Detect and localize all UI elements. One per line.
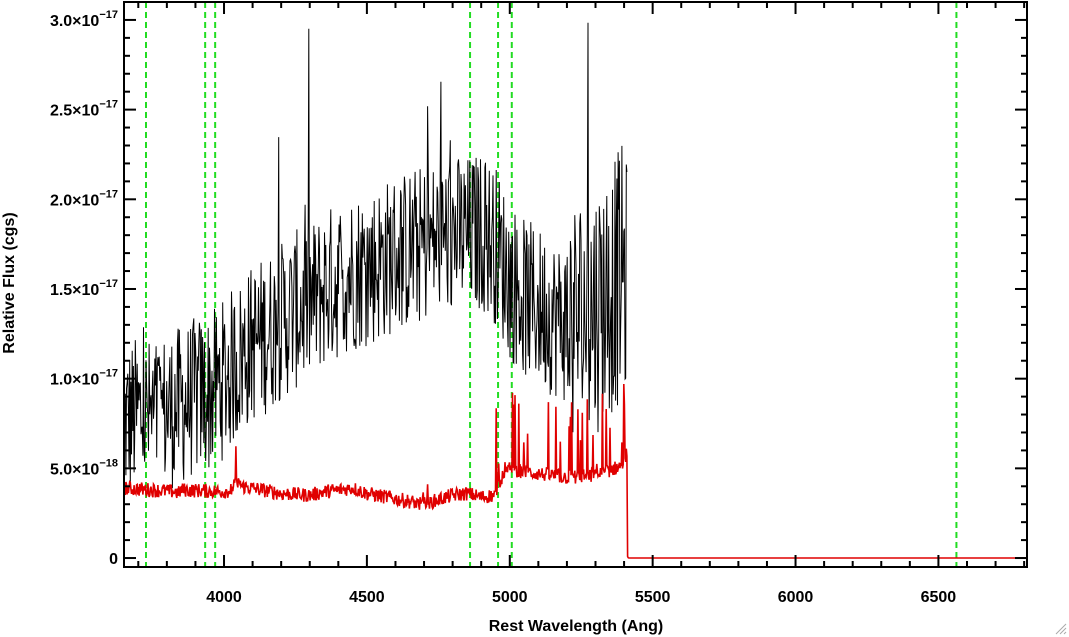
- series-line-black: [123, 22, 628, 489]
- y-tick-mantissa: 1.5×10: [50, 282, 99, 299]
- x-tick-label-4500: 4500: [349, 589, 385, 606]
- resize-grip-icon[interactable]: [1053, 621, 1067, 635]
- x-tick-label-6000: 6000: [778, 589, 814, 606]
- plot-frame: [123, 1, 1028, 568]
- x-tick-label-5000: 5000: [492, 589, 528, 606]
- axes-frame: [123, 1, 1028, 568]
- series-layer: [123, 22, 1027, 559]
- x-tick-labels: 4000 4500 5000 5500 6000 6500: [206, 589, 956, 606]
- y-axis-title: Relative Flux (cgs): [1, 212, 18, 353]
- y-tick-exponent: −17: [99, 188, 118, 200]
- y-tick-exponent: −17: [99, 99, 118, 111]
- y-tick-label: 2.5×10−17: [50, 99, 118, 120]
- x-tick-label-6500: 6500: [921, 589, 957, 606]
- y-tick-label: 2.0×10−17: [50, 188, 118, 209]
- y-tick-mantissa: 3.0×10: [50, 13, 99, 30]
- x-tick-label-5500: 5500: [635, 589, 671, 606]
- y-tick-mantissa: 5.0×10: [50, 461, 99, 478]
- y-tick-label: 1.5×10−17: [50, 278, 118, 299]
- y-tick-exponent: −17: [99, 368, 118, 380]
- y-tick-mantissa: 1.0×10: [50, 372, 99, 389]
- y-tick-label: 5.0×10−18: [50, 457, 118, 478]
- y-tick-mantissa: 2.0×10: [50, 192, 99, 209]
- series-line-red: [123, 383, 1027, 559]
- y-tick-exponent: −18: [99, 457, 118, 469]
- y-tick-mantissa: 2.5×10: [50, 103, 99, 120]
- y-tick-labels: 05.0×10−181.0×10−171.5×10−172.0×10−172.5…: [50, 9, 118, 568]
- y-tick-exponent: −17: [99, 9, 118, 21]
- y-tick-exponent: −17: [99, 278, 118, 290]
- y-tick-mantissa: 0: [109, 551, 118, 568]
- x-tick-label-4000: 4000: [206, 589, 242, 606]
- y-tick-label: 0: [109, 551, 118, 568]
- x-axis-title: Rest Wavelength (Ang): [489, 618, 664, 635]
- y-tick-label: 1.0×10−17: [50, 368, 118, 389]
- y-tick-label: 3.0×10−17: [50, 9, 118, 30]
